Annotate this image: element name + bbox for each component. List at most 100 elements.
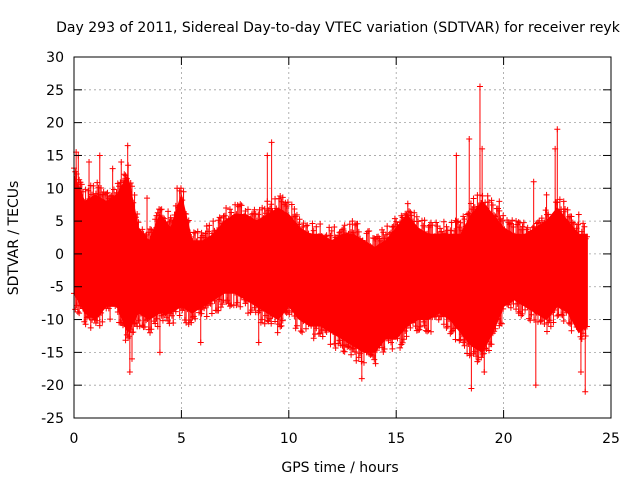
data-point — [510, 224, 517, 231]
data-point — [377, 336, 384, 343]
data-point — [302, 222, 309, 229]
data-point — [415, 218, 422, 225]
data-point — [273, 309, 280, 316]
data-point — [344, 234, 351, 241]
data-point — [385, 239, 392, 246]
data-point — [382, 231, 389, 238]
data-point — [110, 297, 117, 304]
data-point — [82, 186, 89, 193]
data-point — [495, 315, 502, 322]
data-point — [260, 215, 267, 222]
data-point — [350, 345, 357, 352]
data-point — [537, 318, 544, 325]
data-point — [87, 324, 94, 331]
data-point — [406, 208, 413, 215]
data-point — [304, 316, 311, 323]
data-point — [394, 335, 401, 342]
spike-point — [575, 211, 582, 218]
data-point — [458, 331, 465, 338]
data-point — [580, 220, 587, 227]
data-point — [407, 324, 414, 331]
data-point — [362, 241, 369, 248]
data-point — [121, 171, 128, 178]
data-point — [319, 333, 326, 340]
data-point — [317, 220, 324, 227]
data-point — [551, 306, 558, 313]
data-point — [509, 296, 516, 303]
y-axis-label: SDTVAR / TECUs — [6, 181, 22, 296]
data-point — [460, 339, 467, 346]
data-point — [136, 323, 143, 330]
data-point — [181, 317, 188, 324]
spike-point — [109, 165, 116, 172]
data-point — [216, 214, 223, 221]
data-point — [444, 323, 451, 330]
data-point — [246, 215, 253, 222]
data-point — [85, 313, 92, 320]
data-point — [433, 219, 440, 226]
data-point — [152, 216, 159, 223]
data-point — [501, 226, 508, 233]
data-point — [408, 212, 415, 219]
data-point — [556, 301, 563, 308]
data-point — [560, 318, 567, 325]
data-point — [349, 218, 356, 225]
data-point — [118, 188, 125, 195]
data-point — [217, 304, 224, 311]
data-point — [251, 206, 258, 213]
data-point — [229, 215, 236, 222]
data-point — [188, 319, 195, 326]
data-point — [122, 172, 129, 179]
data-point — [143, 231, 150, 238]
x-tick-label: 5 — [177, 431, 186, 447]
data-point — [373, 347, 380, 354]
data-point — [175, 204, 182, 211]
data-point — [484, 192, 491, 199]
x-tick-label: 15 — [387, 431, 405, 447]
data-point — [279, 194, 286, 201]
data-point — [371, 356, 378, 363]
data-point — [413, 213, 420, 220]
data-point — [550, 319, 557, 326]
data-point — [295, 221, 302, 228]
data-point — [424, 230, 431, 237]
data-point — [163, 314, 170, 321]
data-point — [161, 311, 168, 318]
data-point — [403, 333, 410, 340]
spike-point — [86, 159, 93, 166]
data-point — [381, 345, 388, 352]
data-point — [434, 309, 441, 316]
data-point — [103, 190, 110, 197]
data-point — [284, 307, 291, 314]
data-point — [460, 213, 467, 220]
data-point — [415, 327, 422, 334]
data-point — [188, 234, 195, 241]
spike-point — [554, 126, 561, 133]
data-point — [313, 223, 320, 230]
spike-point — [124, 142, 131, 149]
data-point — [237, 201, 244, 208]
data-point — [153, 212, 160, 219]
data-point — [572, 232, 579, 239]
data-point — [491, 212, 498, 219]
data-point — [533, 220, 540, 227]
data-point — [288, 201, 295, 208]
data-point — [180, 188, 187, 195]
data-point — [409, 218, 416, 225]
data-point — [395, 226, 402, 233]
data-point — [228, 209, 235, 216]
y-tick-label: -5 — [50, 280, 64, 296]
y-tick-label: 20 — [46, 116, 64, 132]
data-point — [127, 179, 134, 186]
spike-point — [264, 152, 271, 159]
data-point — [132, 214, 139, 221]
data-point — [159, 214, 166, 221]
data-point — [243, 297, 250, 304]
data-point — [226, 206, 233, 213]
data-point — [238, 202, 245, 209]
data-point — [528, 231, 535, 238]
data-point — [388, 339, 395, 346]
data-point — [296, 311, 303, 318]
data-point — [515, 219, 522, 226]
data-point — [555, 209, 562, 216]
